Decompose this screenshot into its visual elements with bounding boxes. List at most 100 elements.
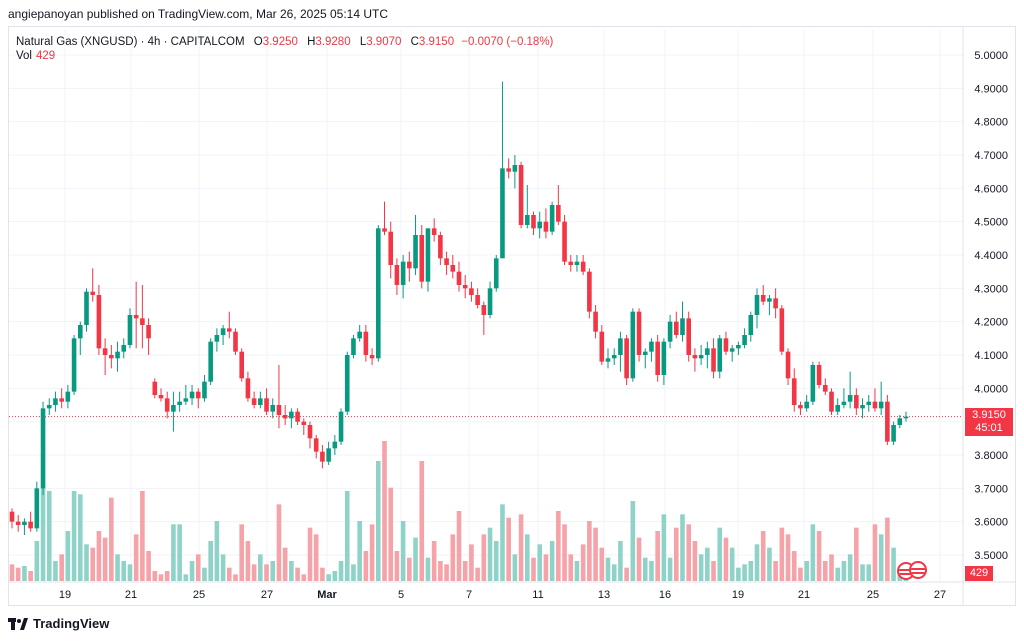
candle <box>140 285 145 349</box>
volume-bar <box>326 574 331 581</box>
volume-bar <box>556 511 561 581</box>
volume-bar <box>574 561 580 581</box>
volume-bar <box>220 554 226 581</box>
volume-bar <box>798 567 803 581</box>
candle <box>779 305 785 355</box>
close-label: C <box>410 36 419 48</box>
candle <box>326 441 331 465</box>
candle <box>22 518 27 535</box>
volume-bar <box>885 517 890 581</box>
x-tick-label: 25 <box>867 589 879 601</box>
volume-bar <box>673 527 679 581</box>
candle <box>444 251 449 275</box>
volume-bar <box>22 566 27 581</box>
volume-bar <box>226 567 232 581</box>
candle <box>903 411 909 422</box>
candle <box>469 281 474 302</box>
candle <box>102 338 108 375</box>
candle <box>258 391 263 409</box>
volume-bar <box>531 557 536 581</box>
candle <box>295 408 300 425</box>
us-flag-icon[interactable] <box>909 561 927 579</box>
volume-bar <box>568 554 574 581</box>
volume-bar <box>580 544 586 581</box>
candle <box>419 225 425 289</box>
candle <box>705 341 710 369</box>
volume-bar <box>28 571 33 581</box>
candle <box>462 275 468 299</box>
candle <box>760 285 766 305</box>
volume-bar <box>711 561 716 581</box>
candle <box>34 481 40 532</box>
candle <box>773 288 778 319</box>
volume-bar <box>748 561 754 581</box>
volume-bar <box>338 561 344 581</box>
volume-bar <box>791 551 797 581</box>
volume-bar <box>195 554 201 581</box>
candle <box>233 328 238 355</box>
y-tick-label: 5.0000 <box>974 50 1008 62</box>
candle <box>556 185 561 225</box>
y-tick-label: 4.1000 <box>974 350 1008 362</box>
candle <box>885 395 890 445</box>
volume-bar <box>649 561 654 581</box>
candle <box>177 391 182 412</box>
candle <box>692 348 698 372</box>
volume-bar <box>481 534 487 581</box>
tradingview-logo-icon <box>8 617 28 630</box>
volume-bar <box>239 524 245 581</box>
tradingview-footer[interactable]: TradingView <box>8 616 109 631</box>
volume-bar <box>642 557 648 581</box>
volume-bar <box>425 557 431 581</box>
candle <box>183 385 189 405</box>
x-tick-label: 13 <box>598 589 610 601</box>
candle <box>754 288 760 329</box>
volume-badge: 429 <box>965 566 993 581</box>
volume-bar <box>599 547 605 581</box>
symbol-title[interactable]: Natural Gas (XNGUSD) · 4h · CAPITALCOM <box>16 36 245 48</box>
volume-bar <box>500 504 505 581</box>
publisher-caption: angiepanoyan published on TradingView.co… <box>8 7 389 21</box>
candle <box>860 398 865 419</box>
volume-bar <box>593 527 598 581</box>
x-tick-label: 19 <box>59 589 71 601</box>
volume-bar <box>754 544 760 581</box>
volume-bar <box>736 567 741 581</box>
candle <box>531 211 536 235</box>
candle <box>698 345 704 365</box>
candle <box>40 401 46 495</box>
volume-bar <box>282 547 288 581</box>
volume-bar <box>109 497 114 581</box>
volume-bar <box>537 544 543 581</box>
volume-bar <box>866 564 872 581</box>
candle <box>338 408 344 445</box>
volume-bar <box>804 561 809 581</box>
candle <box>655 335 660 382</box>
candle <box>146 318 151 355</box>
volume-bar <box>767 547 772 581</box>
candle <box>587 268 592 319</box>
candle <box>425 228 431 292</box>
candle <box>214 328 220 352</box>
volume-bar <box>394 551 400 581</box>
candle <box>307 421 313 449</box>
y-tick-label: 4.9000 <box>974 83 1008 95</box>
candle <box>195 388 201 409</box>
candle <box>711 338 716 379</box>
candle <box>115 341 120 372</box>
candle <box>518 161 524 229</box>
volume-bar <box>382 441 387 581</box>
volume-bar <box>562 524 567 581</box>
volume-label[interactable]: Vol <box>16 50 32 62</box>
candle <box>866 395 872 412</box>
volume-bar <box>375 461 381 581</box>
candle <box>493 255 499 292</box>
candle <box>605 348 611 369</box>
low-value: 3.9070 <box>366 36 402 48</box>
candle <box>642 348 648 369</box>
open-value: 3.9250 <box>262 36 298 48</box>
candle <box>891 421 896 445</box>
candle <box>369 348 375 365</box>
volume-bar <box>618 541 623 581</box>
